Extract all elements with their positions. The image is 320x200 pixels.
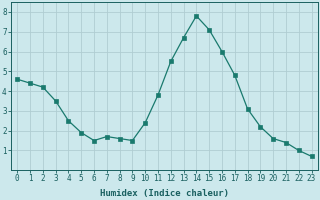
X-axis label: Humidex (Indice chaleur): Humidex (Indice chaleur)	[100, 189, 229, 198]
